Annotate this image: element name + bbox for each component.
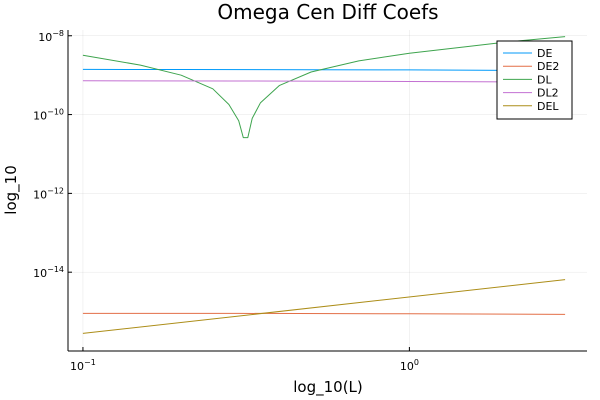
y-tick-label-exponent: −14 (47, 265, 64, 274)
chart-title: Omega Cen Diff Coefs (217, 0, 438, 24)
y-tick-label: 10−14 (33, 265, 64, 280)
series-layer (82, 36, 566, 334)
series-line-del (82, 279, 566, 334)
y-tick-label-base: 10 (33, 188, 47, 201)
x-tick-label: 100 (400, 358, 419, 373)
x-tick-label-base: 10 (400, 360, 414, 373)
y-tick-label-base: 10 (33, 110, 47, 123)
legend-label-de2: DE2 (537, 60, 559, 73)
y-tick-label-base: 10 (33, 267, 47, 280)
y-tick-label-exponent: −10 (47, 108, 64, 117)
y-tick-label-exponent: −8 (52, 29, 64, 38)
y-tick-label: 10−12 (33, 186, 64, 201)
y-axis-label: log_10 (2, 165, 21, 214)
y-tick-label-exponent: −12 (47, 186, 64, 195)
legend-label-dl: DL (537, 73, 552, 86)
series-line-de (82, 68, 566, 72)
x-tick-label-exponent: −1 (84, 358, 96, 367)
x-axis-label: log_10(L) (293, 378, 363, 397)
x-tick-label: 10−1 (70, 358, 96, 373)
x-tick-label-base: 10 (70, 360, 84, 373)
series-line-de2 (82, 312, 566, 315)
y-tick-label: 10−8 (38, 29, 64, 44)
y-tick-label-base: 10 (38, 31, 52, 44)
legend-label-de: DE (537, 47, 552, 60)
x-tick-label-exponent: 0 (414, 358, 419, 367)
y-tick-label: 10−10 (33, 108, 64, 123)
legend-label-del: DEL (537, 100, 559, 113)
legend-label-dl2: DL2 (537, 87, 559, 100)
series-line-dl2 (82, 80, 566, 83)
series-line-dl (82, 36, 566, 139)
x-ticks: 10−1 100 (70, 347, 419, 373)
